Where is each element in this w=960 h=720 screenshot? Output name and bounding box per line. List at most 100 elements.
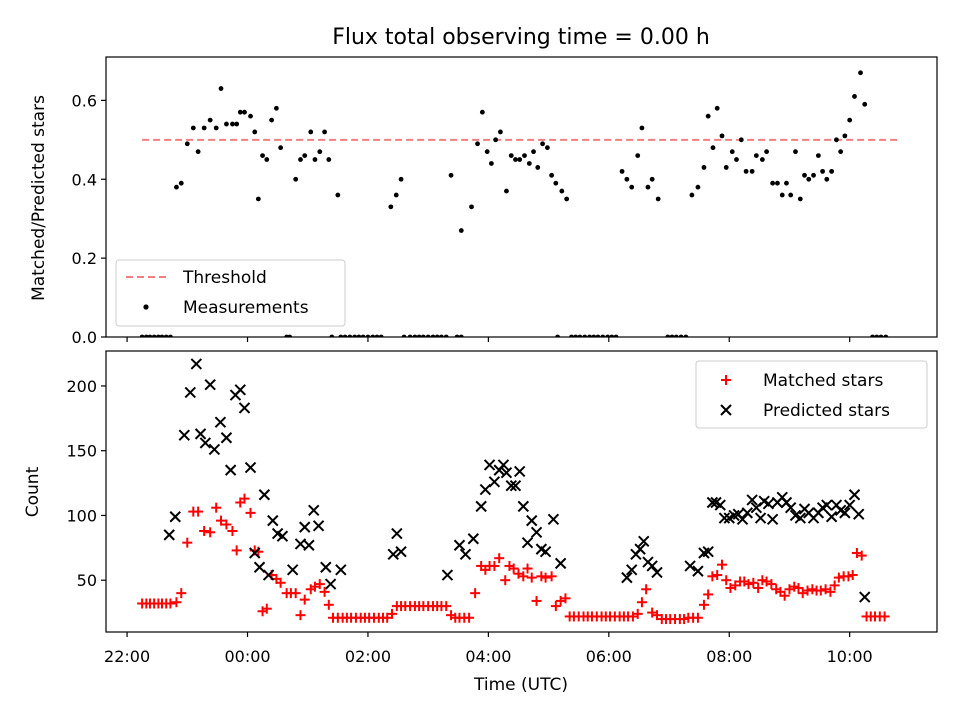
measurement-point	[317, 149, 323, 155]
legend-predicted-swatch	[720, 404, 732, 416]
matched-star-marker	[323, 599, 334, 610]
matched-star-marker	[793, 582, 804, 593]
measurement-point	[393, 192, 399, 198]
measurement-point	[635, 153, 641, 158]
measurement-point	[834, 137, 839, 143]
measurement-point	[655, 196, 661, 202]
matched-star-marker	[707, 571, 718, 582]
measurement-point	[793, 149, 798, 155]
matched-star-marker	[540, 572, 551, 583]
predicted-star-marker	[634, 543, 646, 555]
measurement-point	[237, 109, 243, 115]
legend-predicted-label: Predicted stars	[763, 401, 890, 421]
predicted-star-marker	[267, 514, 279, 527]
measurement-point	[649, 176, 655, 182]
bottom-plot-area	[137, 358, 890, 625]
predicted-star-marker	[859, 591, 871, 603]
matched-star-marker	[387, 608, 398, 619]
predicted-star-marker	[621, 571, 633, 584]
matched-star-marker	[829, 580, 840, 591]
measurement-point	[738, 137, 744, 143]
predicted-star-marker	[825, 511, 838, 523]
bottom-x-tick-label: 08:00	[706, 647, 752, 666]
matched-star-marker	[641, 584, 652, 595]
measurement-point	[174, 184, 179, 190]
matched-star-marker	[856, 550, 867, 561]
legend-measurements-label: Measurements	[183, 298, 309, 318]
top-legend-box	[115, 259, 346, 327]
matched-star-marker	[464, 612, 475, 623]
predicted-star-marker	[625, 564, 638, 576]
predicted-star-marker	[395, 546, 407, 558]
measurement-point	[522, 153, 527, 158]
measurement-point	[252, 129, 258, 135]
predicted-star-marker	[646, 560, 658, 572]
predicted-star-marker	[736, 513, 749, 526]
measurement-point	[710, 145, 716, 151]
top-y-tick-label: 0.2	[72, 249, 97, 268]
matched-star-marker	[500, 575, 511, 586]
measurement-point	[484, 149, 490, 155]
measurement-point	[475, 141, 480, 147]
predicted-star-marker	[746, 494, 758, 506]
bottom-y-tick-label: 150	[66, 442, 97, 461]
predicted-star-marker	[312, 520, 325, 532]
predicted-star-marker	[497, 459, 510, 471]
measurement-point	[549, 172, 555, 178]
predicted-star-marker	[714, 499, 726, 511]
matched-star-marker	[825, 586, 836, 597]
measurement-point	[689, 192, 695, 198]
bottom-y-tick-label: 200	[66, 377, 97, 396]
predicted-star-marker	[453, 539, 466, 551]
matched-star-marker	[833, 572, 844, 583]
measurement-point	[619, 168, 625, 174]
measurement-point	[729, 149, 735, 155]
matched-star-marker	[199, 525, 210, 536]
legend-threshold-label: Threshold	[182, 268, 267, 288]
measurement-point	[531, 149, 536, 155]
top-axes-frame	[105, 56, 938, 338]
measurement-point	[779, 192, 785, 198]
predicted-star-marker	[249, 547, 261, 559]
chart-title: Flux total observing time = 0.00 h	[332, 25, 710, 50]
matched-star-marker	[721, 575, 732, 586]
predicted-star-marker	[500, 467, 513, 479]
measurement-point	[312, 157, 318, 162]
matched-star-marker	[221, 519, 232, 530]
measurement-point	[293, 176, 299, 182]
measurement-point	[248, 113, 253, 119]
predicted-star-marker	[262, 569, 275, 581]
measurement-point	[498, 129, 503, 135]
predicted-star-marker	[754, 512, 767, 524]
matched-star-marker	[239, 493, 250, 504]
matched-star-marker	[290, 588, 301, 599]
measurement-point	[806, 176, 812, 182]
measurement-point	[770, 180, 776, 186]
measurement-point	[802, 172, 807, 178]
measurement-point	[784, 180, 789, 186]
predicted-star-marker	[638, 535, 650, 548]
measurement-point	[255, 196, 261, 202]
measurement-point	[564, 196, 570, 202]
measurement-point	[201, 125, 207, 131]
matched-star-marker	[766, 579, 777, 590]
predicted-star-marker	[190, 358, 203, 370]
bottom-x-tick-label: 02:00	[345, 647, 391, 666]
measurement-point	[388, 204, 394, 210]
matched-star-marker	[193, 506, 204, 517]
matched-star-marker	[216, 515, 227, 526]
measurement-point	[508, 153, 514, 158]
measurement-point	[714, 105, 720, 111]
predicted-star-marker	[517, 500, 530, 513]
matched-star-marker	[231, 545, 242, 556]
predicted-star-marker	[303, 539, 315, 551]
measurement-point	[540, 141, 545, 147]
predicted-star-marker	[530, 526, 543, 538]
measurement-point	[624, 176, 630, 182]
matched-star-marker	[815, 585, 826, 596]
measurement-point	[645, 184, 651, 190]
matched-star-marker	[717, 559, 728, 570]
measurement-point	[242, 109, 247, 115]
measurement-point	[264, 157, 270, 162]
